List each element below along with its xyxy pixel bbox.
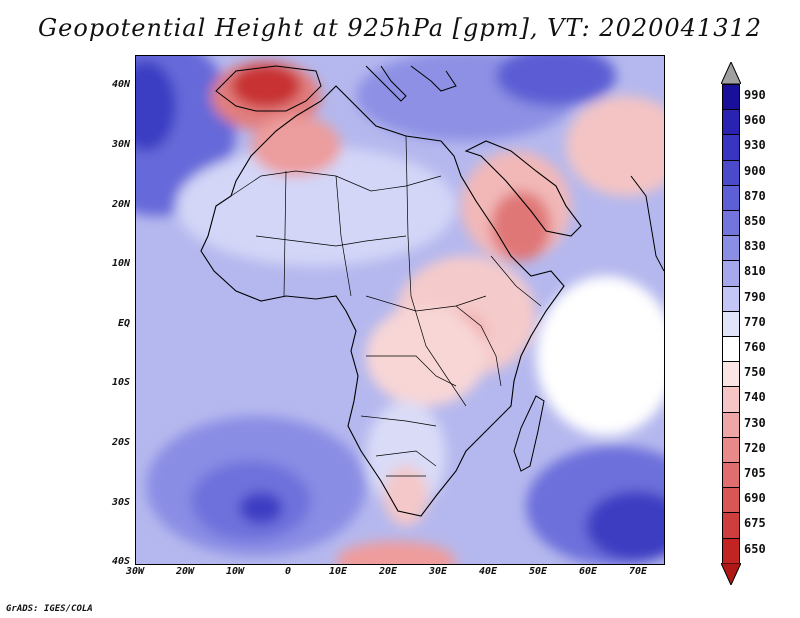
colorbar-top-arrow <box>721 62 741 84</box>
lon-label-50e: 50E <box>528 566 548 577</box>
lat-label-30n: 30N <box>111 139 130 150</box>
lat-label-20s: 20S <box>111 437 130 448</box>
colorbar-label: 770 <box>744 314 766 329</box>
lat-label-30s: 30S <box>111 497 130 508</box>
arabia-coastline <box>464 140 582 237</box>
lon-label-60e: 60E <box>578 566 598 577</box>
colorbar-swatch <box>722 184 740 211</box>
lon-label-0: 0 <box>284 566 292 577</box>
colorbar-swatch <box>722 310 740 337</box>
colorbar-swatch <box>722 159 740 186</box>
colorbar-swatch <box>722 512 740 539</box>
madagascar-coastline <box>513 395 545 472</box>
colorbar-label: 760 <box>744 340 766 354</box>
lon-label-30w: 30W <box>125 566 145 577</box>
lat-label-10n: 10N <box>111 258 130 269</box>
colorbar-swatch <box>722 436 740 463</box>
colorbar-label: 705 <box>744 466 766 480</box>
colorbar-swatch <box>722 235 740 262</box>
colorbar-label: 900 <box>744 163 766 178</box>
lon-label-40e: 40E <box>478 566 498 577</box>
india-coastline <box>630 175 664 272</box>
colorbar-label: 810 <box>744 264 766 279</box>
colorbar-label: 750 <box>744 365 766 380</box>
colorbar-label: 870 <box>744 188 766 203</box>
colorbar-label: 930 <box>744 138 766 153</box>
colorbar-label: 830 <box>744 239 766 254</box>
map-title: Geopotential Height at 925hPa [gpm], VT:… <box>38 14 762 42</box>
map-field-svg <box>136 56 664 564</box>
lat-label-40n: 40N <box>111 79 130 90</box>
lon-label-10w: 10W <box>225 566 245 577</box>
lon-label-20w: 20W <box>175 566 195 577</box>
lon-label-30e: 30E <box>428 566 448 577</box>
lat-label-20n: 20N <box>111 199 130 210</box>
colorbar-swatch <box>722 487 740 514</box>
lon-label-20e: 20E <box>378 566 398 577</box>
africa-coastline <box>200 85 565 517</box>
lat-label-eq: EQ <box>117 318 130 329</box>
lon-label-10e: 10E <box>328 566 348 577</box>
colorbar-swatch <box>722 285 740 312</box>
colorbar-swatch <box>722 361 740 388</box>
colorbar-label: 675 <box>744 516 766 531</box>
colorbar-label: 720 <box>744 440 766 455</box>
colorbar-swatch <box>722 336 740 363</box>
lat-label-40s: 40S <box>111 556 130 567</box>
colorbar-swatch <box>722 411 740 438</box>
geopotential-map <box>135 55 665 565</box>
grads-credit: GrADS: IGES/COLA <box>6 604 93 614</box>
colorbar-label: 650 <box>744 541 766 556</box>
colorbar-label: 740 <box>744 390 766 405</box>
europe-coastline <box>365 65 457 102</box>
colorbar-swatch <box>722 109 740 136</box>
iberia-coastline <box>215 65 322 112</box>
colorbar-label: 790 <box>744 289 766 304</box>
colorbar-bottom-arrow <box>721 562 741 585</box>
colorbar-swatch <box>722 84 740 111</box>
colorbar-label: 690 <box>744 491 766 506</box>
colorbar-swatch <box>722 386 740 413</box>
lat-label-10s: 10S <box>111 377 130 388</box>
colorbar-swatch <box>722 260 740 287</box>
colorbar-label: 960 <box>744 113 766 128</box>
colorbar-swatch <box>722 210 740 237</box>
colorbar-swatch <box>722 134 740 161</box>
colorbar-label: 730 <box>744 415 766 430</box>
country-borders <box>230 135 542 477</box>
lon-label-70e: 70E <box>628 566 648 577</box>
colorbar-swatch <box>722 537 740 564</box>
colorbar-label: 850 <box>744 214 766 228</box>
colorbar-swatch <box>722 462 740 489</box>
colorbar-label: 990 <box>744 88 766 102</box>
